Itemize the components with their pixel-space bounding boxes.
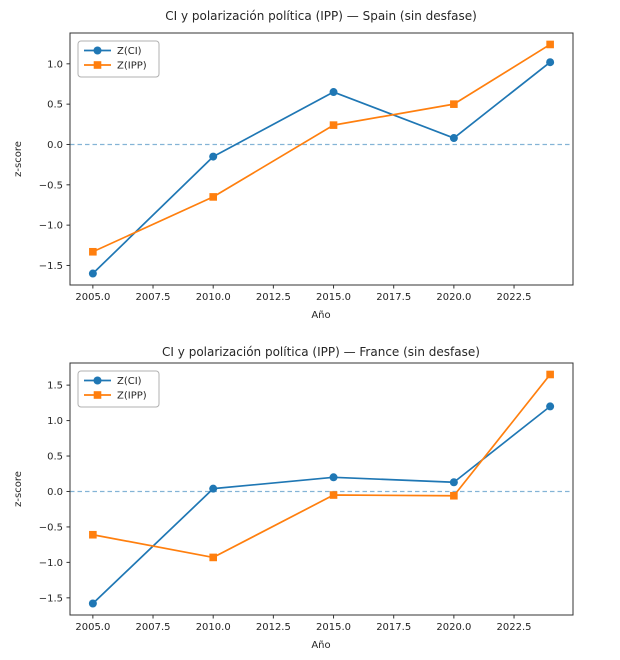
y-tick-label: 0.5 [47,452,63,463]
x-axis: 2005.0 2007.5 2010.0 2012.5 2015.0 2017.5 2020… [75,285,532,303]
chart-title-spain: CI y polarización política (IPP) — Spain… [165,9,477,23]
y-tick-label: 0.0 [47,140,63,151]
y-axis-label-spain: z-score [13,141,24,177]
series-zci [88,58,555,278]
y-axis: 1.0 0.5 0.0 −0.5 −1.0 −1.5 [39,59,70,272]
data-point-marker [546,40,554,49]
y-axis: 1.5 1.0 0.5 0.0 −0.5 −1.0 −1.5 [39,381,70,604]
x-tick-label: 2020.0 [436,622,471,633]
data-point-marker [546,370,554,379]
data-point-marker [329,88,338,97]
data-point-marker [209,152,218,161]
y-tick-label: −0.5 [39,522,63,533]
x-tick-label: 2015.0 [316,622,351,633]
y-tick-label: 0.5 [47,100,63,111]
y-tick-label: −1.0 [39,558,63,569]
y-tick-label: 1.0 [47,416,63,427]
data-point-marker [449,478,458,487]
y-axis-label-france: z-score [13,471,24,507]
legend-label: Z(IPP) [117,61,147,72]
plot-area-france: 2005.0 2007.5 2010.0 2012.5 2015.0 2017.5 2020… [39,362,574,633]
x-axis-label-france: Año [311,640,330,651]
plot-frame [69,362,574,616]
chart-france: 2005.0 2007.5 2010.0 2012.5 2015.0 2017.5 2020… [13,345,574,651]
x-tick-label: 2005.0 [75,292,110,303]
x-axis: 2005.0 2007.5 2010.0 2012.5 2015.0 2017.5 2020… [75,615,532,633]
data-point-marker [450,491,458,500]
y-tick-label: −0.5 [39,180,63,191]
x-tick-label: 2005.0 [75,622,110,633]
data-point-marker [546,402,555,411]
x-tick-label: 2007.5 [136,622,171,633]
x-tick-label: 2015.0 [316,292,351,303]
legend: Z(CI) Z(IPP) [77,370,160,408]
data-point-marker [546,58,555,67]
data-point-marker [209,484,218,493]
series-line [92,43,551,253]
legend-label: Z(CI) [117,376,142,387]
x-tick-label: 2022.5 [497,622,532,633]
plot-area-spain: 2005.0 2007.5 2010.0 2012.5 2015.0 2017.5 2020… [39,32,574,303]
data-point-marker [89,247,97,256]
x-tick-label: 2012.5 [256,622,291,633]
data-point-marker [88,599,97,608]
data-point-marker [209,193,217,201]
series-line [92,405,551,605]
x-tick-label: 2007.5 [136,292,171,303]
y-tick-label: −1.5 [39,593,63,604]
data-point-marker [88,269,97,278]
data-point-marker [450,100,458,108]
x-tick-label: 2012.5 [256,292,291,303]
legend-sample-marker [93,391,102,399]
x-tick-label: 2020.0 [436,292,471,303]
x-tick-label: 2022.5 [497,292,532,303]
data-point-marker [449,134,458,143]
legend-sample-marker [93,46,102,55]
series-line [92,373,551,559]
series-line [92,61,551,275]
y-tick-label: 0.0 [47,487,63,498]
x-axis-label-spain: Año [311,310,330,321]
data-point-marker [89,530,97,539]
y-tick-label: −1.0 [39,221,63,232]
chart-spain: 2005.0 2007.5 2010.0 2012.5 2015.0 2017.5 2020… [13,9,574,321]
x-tick-label: 2010.0 [196,622,231,633]
x-tick-label: 2017.5 [376,622,411,633]
y-tick-label: 1.5 [47,381,63,392]
x-tick-label: 2017.5 [376,292,411,303]
series-zci [88,402,555,608]
y-tick-label: 1.0 [47,59,63,70]
data-point-marker [329,121,338,129]
x-tick-label: 2010.0 [196,292,231,303]
series-zipp [89,40,554,256]
series-zipp [89,370,554,562]
data-point-marker [209,553,217,562]
y-tick-label: −1.5 [39,261,63,272]
legend-label: Z(CI) [117,46,142,57]
data-point-marker [329,473,338,482]
legend-sample-marker [93,61,102,69]
legend: Z(CI) Z(IPP) [77,40,160,78]
legend-label: Z(IPP) [117,391,147,402]
plot-frame [69,32,574,286]
chart-title-france: CI y polarización política (IPP) — Franc… [162,345,480,359]
data-point-marker [329,491,338,499]
legend-sample-marker [93,376,102,385]
